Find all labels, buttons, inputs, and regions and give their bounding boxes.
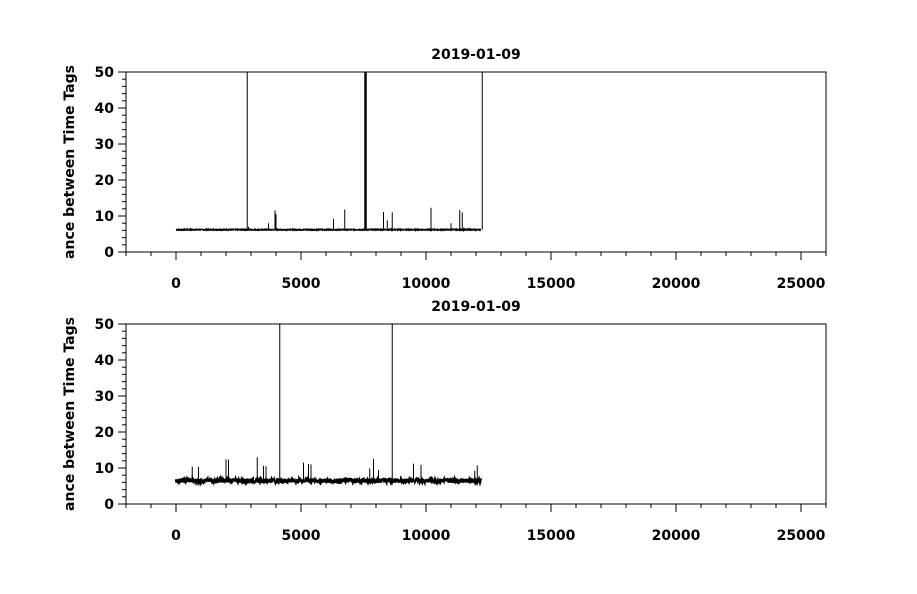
data-series	[174, 324, 483, 487]
x-tick-label: 5000	[282, 528, 321, 544]
y-tick-label: 50	[95, 317, 115, 333]
chart-title: 2019-01-09	[431, 299, 521, 315]
y-tick-label: 10	[95, 209, 115, 225]
baseline-trace	[175, 227, 482, 233]
data-series	[175, 72, 483, 233]
x-tick-label: 20000	[652, 276, 701, 292]
x-tick-label: 0	[171, 276, 181, 292]
x-tick-label: 20000	[652, 528, 701, 544]
y-tick-label: 20	[95, 173, 115, 189]
y-axis-label: ance between Time Tags	[62, 65, 78, 259]
plot-frame	[125, 323, 827, 505]
y-tick-label: 30	[95, 389, 115, 405]
chart-title: 2019-01-09	[431, 47, 521, 63]
y-tick-label: 40	[95, 101, 115, 117]
chart-panel-top: 2019-01-09 ance between Time Tags 0 10 20 30 4…	[62, 47, 827, 292]
y-axis-label: ance between Time Tags	[62, 317, 78, 511]
x-tick-label: 5000	[282, 276, 321, 292]
x-tick-label: 10000	[402, 528, 451, 544]
chart-panel-bottom: 2019-01-09 ance between Time Tags 0 10 20 30 4…	[62, 299, 827, 544]
y-tick-label: 20	[95, 425, 115, 441]
y-tick-label: 50	[95, 65, 115, 81]
y-tick-label: 0	[104, 245, 114, 261]
x-tick-label: 0	[171, 528, 181, 544]
x-tick-label: 25000	[777, 528, 826, 544]
baseline-trace	[174, 474, 483, 487]
y-tick-label: 0	[104, 497, 114, 513]
x-tick-label: 15000	[527, 276, 576, 292]
y-tick-label: 30	[95, 137, 115, 153]
y-tick-label: 10	[95, 461, 115, 477]
y-tick-label: 40	[95, 353, 115, 369]
plot-frame	[125, 71, 827, 253]
x-tick-label: 15000	[527, 528, 576, 544]
x-tick-label: 25000	[777, 276, 826, 292]
x-tick-label: 10000	[402, 276, 451, 292]
